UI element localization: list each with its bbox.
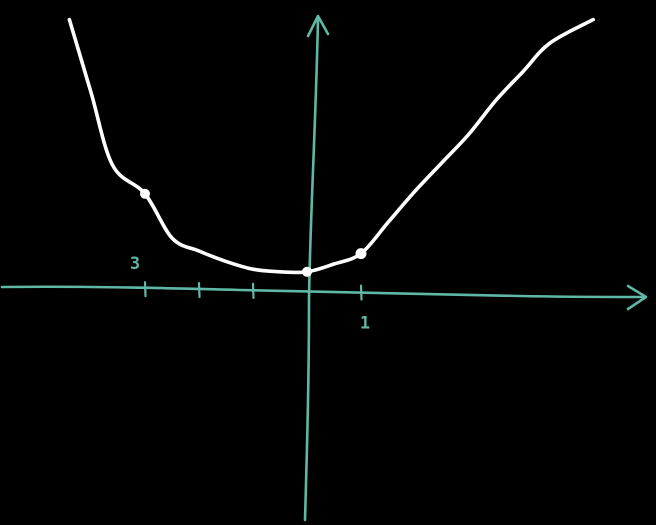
tick-labels: 31 [130, 254, 370, 333]
curve-point-2 [302, 266, 312, 277]
curve-series [67, 17, 595, 277]
y-axis-arrowhead [306, 14, 330, 38]
tick-label-3: 3 [130, 254, 140, 274]
x-axis-arrowhead [626, 284, 648, 311]
x-axis [0, 285, 647, 299]
x-tick--1 [251, 282, 255, 300]
curve-point-1 [140, 188, 150, 199]
x-axis-ticks [143, 281, 363, 301]
x-tick-1 [359, 284, 363, 301]
x-tick--2 [197, 281, 201, 299]
tick-label-1: 1 [360, 314, 370, 334]
x-tick--3 [143, 281, 147, 298]
curve-point-3 [355, 248, 367, 260]
y-axis [303, 16, 320, 522]
